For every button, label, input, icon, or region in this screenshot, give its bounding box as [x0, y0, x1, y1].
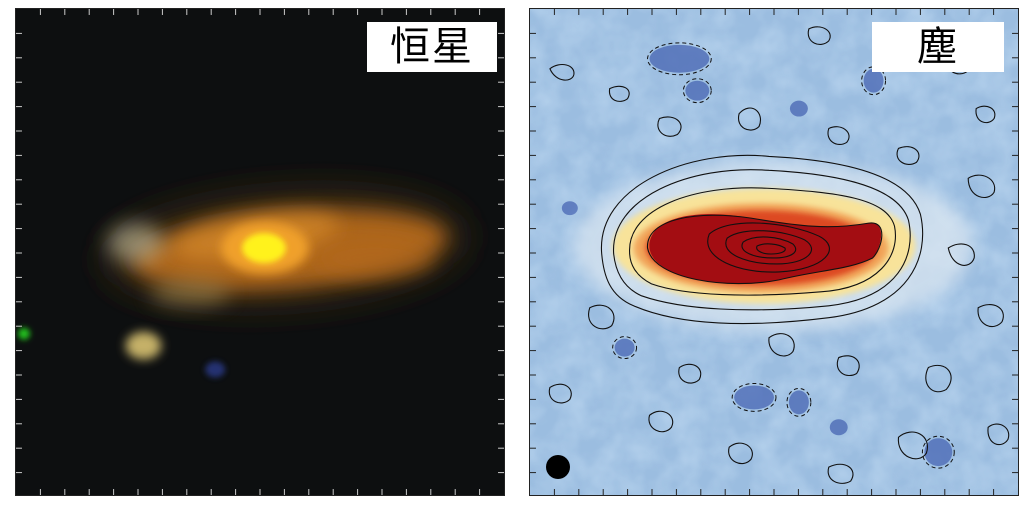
dust-map-image: [530, 9, 1018, 495]
stars-image-panel: 恒星: [15, 8, 505, 496]
companion-source: [125, 331, 162, 360]
axis-ticks: [16, 9, 504, 495]
green-source: [17, 327, 30, 340]
beam-size-marker: [546, 455, 570, 479]
stars-panel-label: 恒星: [367, 22, 497, 72]
axis-ticks: [530, 9, 1018, 495]
negative-patches: [561, 44, 953, 467]
dust-panel-label: 塵: [872, 22, 1004, 72]
stars-galaxy-image: [16, 9, 504, 495]
dust-core: [649, 214, 882, 284]
dust-contours: [548, 26, 1010, 484]
dust-image-panel: 塵: [529, 8, 1019, 496]
